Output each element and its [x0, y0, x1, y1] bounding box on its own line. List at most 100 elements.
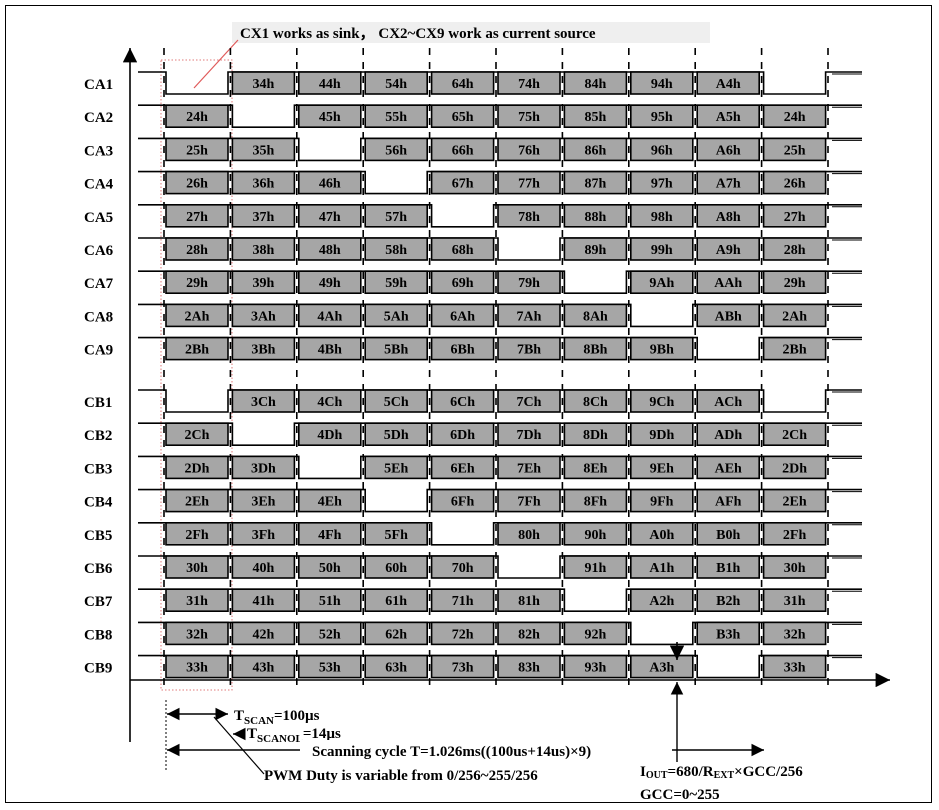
pwm-cell — [297, 336, 362, 361]
register-address: 3Eh — [251, 495, 275, 510]
pwm-cell — [165, 455, 229, 480]
pwm-cell — [696, 588, 761, 613]
register-address: 51h — [319, 594, 341, 609]
pwm-cell — [629, 455, 694, 480]
register-address: 64h — [452, 77, 474, 92]
pwm-cell — [629, 555, 694, 579]
register-address: 3Dh — [251, 461, 276, 476]
register-address: 52h — [319, 627, 341, 642]
pwm-cell — [497, 455, 561, 480]
row-label: CA4 — [84, 177, 114, 193]
pwm-cell — [364, 455, 429, 480]
pwm-cell — [297, 422, 362, 447]
register-address: 69h — [452, 276, 474, 291]
pwm-cell — [762, 137, 827, 162]
register-address: 7Dh — [517, 428, 542, 443]
register-address: 2Dh — [782, 461, 807, 476]
pwm-cell — [497, 521, 561, 546]
pwm-cell — [629, 422, 694, 447]
register-address: ABh — [715, 309, 742, 324]
pwm-cell — [165, 654, 229, 679]
pwm-cell — [497, 170, 561, 195]
register-address: 2Bh — [783, 343, 807, 358]
register-address: 24h — [784, 110, 806, 125]
row-label: CA1 — [84, 77, 113, 93]
register-address: 8Ch — [583, 395, 608, 410]
pwm-cell — [497, 137, 561, 162]
register-address: 4Ch — [317, 395, 342, 410]
register-address: 2Ah — [782, 309, 807, 324]
row-label: CB5 — [84, 528, 112, 544]
register-address: 98h — [651, 210, 673, 225]
register-address: 2Dh — [185, 461, 210, 476]
register-address: 65h — [452, 110, 474, 125]
pwm-cell — [297, 521, 362, 546]
register-address: 6Bh — [451, 343, 475, 358]
register-address: 34h — [253, 77, 275, 92]
register-address: 9Ah — [649, 276, 674, 291]
pwm-cell — [696, 455, 761, 480]
pwm-cell — [762, 204, 827, 228]
pwm-cell — [430, 137, 495, 162]
pwm-cell — [364, 588, 429, 613]
pwm-cell — [430, 237, 495, 261]
pwm-cell — [696, 621, 761, 646]
tscan-label: TSCAN=100µs — [234, 708, 320, 727]
register-address: 7Ch — [517, 395, 542, 410]
pwm-pointer-line — [213, 716, 265, 775]
register-address: 2Fh — [783, 528, 807, 543]
pwm-cell — [165, 336, 229, 361]
register-address: 40h — [253, 561, 275, 576]
pwm-cell — [696, 170, 761, 195]
register-address: 81h — [518, 594, 540, 609]
pwm-cell — [563, 137, 628, 162]
pwm-cell — [430, 488, 495, 513]
pwm-cell — [165, 303, 229, 328]
pwm-cell — [430, 455, 495, 480]
pwm-cell — [696, 137, 761, 162]
pwm-cell — [231, 488, 296, 513]
pwm-cell — [297, 71, 362, 95]
register-address: 66h — [452, 143, 474, 158]
register-address: 4Dh — [317, 428, 342, 443]
pwm-cell — [497, 303, 561, 328]
row-label: CA7 — [84, 276, 114, 292]
register-address: 4Eh — [318, 495, 342, 510]
register-address: 8Dh — [583, 428, 608, 443]
register-address: 9Dh — [649, 428, 674, 443]
register-address: 28h — [784, 243, 806, 258]
row-label: CB7 — [84, 594, 113, 610]
register-address: 72h — [452, 627, 474, 642]
register-address: 2Ch — [782, 428, 807, 443]
register-address: 4Ah — [317, 309, 342, 324]
register-address: 97h — [651, 177, 673, 192]
pwm-cell — [629, 588, 694, 613]
pwm-cell — [231, 455, 296, 480]
register-address: 89h — [585, 243, 607, 258]
sink-highlight-box — [160, 59, 233, 691]
register-address: 96h — [651, 143, 673, 158]
register-address: 90h — [585, 528, 607, 543]
register-address: 6Eh — [451, 461, 475, 476]
pwm-cell — [364, 237, 429, 261]
row-label: CA6 — [84, 243, 114, 259]
pwm-cell — [430, 621, 495, 646]
pwm-cell — [364, 654, 429, 679]
pwm-cell — [165, 488, 229, 513]
pwm-cell — [762, 422, 827, 447]
register-address: 74h — [518, 77, 540, 92]
register-address: 79h — [518, 276, 540, 291]
register-address: 41h — [253, 594, 275, 609]
register-address: 82h — [518, 627, 540, 642]
pwm-cell — [430, 588, 495, 613]
pwm-cell — [497, 104, 561, 128]
pwm-cell — [430, 104, 495, 128]
register-address: 94h — [651, 77, 673, 92]
register-address: 26h — [784, 177, 806, 192]
register-address: 68h — [452, 243, 474, 258]
pwm-cell — [165, 137, 229, 162]
register-address: 4Bh — [318, 343, 342, 358]
register-address: 9Eh — [650, 461, 674, 476]
register-address: 6Fh — [451, 495, 475, 510]
